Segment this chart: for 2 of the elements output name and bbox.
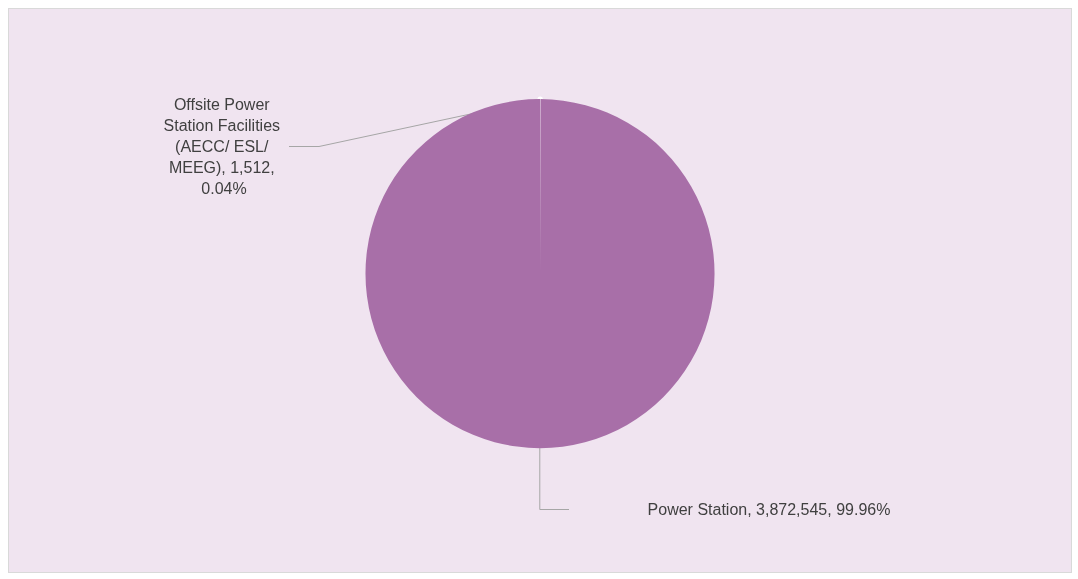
slice-label: Offsite Power Station Facilities (AECC/ ESL/ MEEG), 1,512, 0.04% [163, 96, 285, 197]
slice-label: Power Station, 3,872,545, 99.96% [647, 501, 891, 518]
